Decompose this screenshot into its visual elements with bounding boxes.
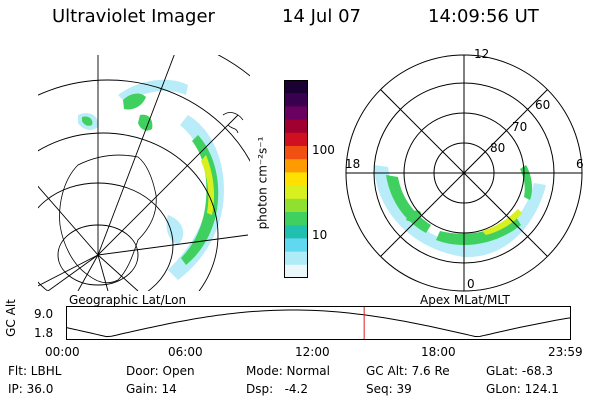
time-tick-12: 12:00 (295, 345, 330, 359)
mlat-label-80: 80 (490, 141, 506, 155)
colorbar-unit-label: photon cm⁻²s⁻¹ (255, 136, 270, 230)
status-seq: Seq: 39 (366, 382, 412, 396)
status-gain: Gain: 14 (126, 382, 177, 396)
date-label: 14 Jul 07 (282, 6, 361, 27)
color-bar (284, 80, 308, 278)
status-filter: Flt: LBHL (8, 364, 62, 378)
colorbar-tick-10: 10 (312, 228, 328, 242)
geographic-image (38, 55, 250, 291)
time-tick-6: 06:00 (168, 345, 203, 359)
time-tick-0: 00:00 (45, 345, 80, 359)
colorbar-segment (284, 251, 308, 266)
mlt-label-0: 0 (467, 277, 475, 291)
time-label: 14:09:56 UT (428, 6, 539, 27)
polar-image (345, 54, 583, 292)
colorbar-segment (284, 106, 308, 121)
colorbar-segment (284, 119, 308, 134)
colorbar-segment (284, 132, 308, 147)
colorbar-segment (284, 198, 308, 213)
colorbar-segment (284, 146, 308, 160)
status-ip: IP: 36.0 (8, 382, 54, 396)
status-mode: Mode: Normal (246, 364, 330, 378)
altitude-tick-9: 9.0 (34, 307, 54, 321)
colorbar-segment (284, 212, 308, 226)
colorbar-segment (284, 172, 308, 187)
colorbar-segment (284, 159, 308, 173)
colorbar-segment (284, 238, 308, 253)
colorbar-segment (284, 185, 308, 200)
colorbar-tick-100: 100 (312, 143, 335, 157)
time-tick-18: 18:00 (421, 345, 456, 359)
time-tick-end: 23:59 (548, 345, 583, 359)
status-dsp: Dsp: -4.2 (246, 382, 309, 396)
mlat-label-70: 70 (512, 120, 528, 134)
left-panel-caption: Geographic Lat/Lon (69, 293, 187, 307)
mlt-label-18: 18 (345, 157, 361, 171)
status-door: Door: Open (126, 364, 195, 378)
instrument-title: Ultraviolet Imager (52, 6, 215, 27)
status-glat: GLat: -68.3 (486, 364, 553, 378)
status-glon: GLon: 124.1 (486, 382, 559, 396)
altitude-plot (66, 306, 571, 340)
altitude-tick-1-8: 1.8 (34, 326, 54, 340)
mlt-label-12: 12 (474, 47, 490, 61)
colorbar-segment (284, 264, 308, 278)
mlt-label-6: 6 (576, 157, 584, 171)
altitude-axis-label: GC Alt (3, 299, 18, 337)
colorbar-segment (284, 225, 308, 239)
colorbar-segment (284, 93, 308, 107)
mlat-label-60: 60 (535, 98, 551, 112)
colorbar-frame (284, 80, 308, 278)
status-gc-alt: GC Alt: 7.6 Re (366, 364, 450, 378)
colorbar-segment (284, 80, 308, 94)
right-panel-caption: Apex MLat/MLT (420, 293, 510, 307)
